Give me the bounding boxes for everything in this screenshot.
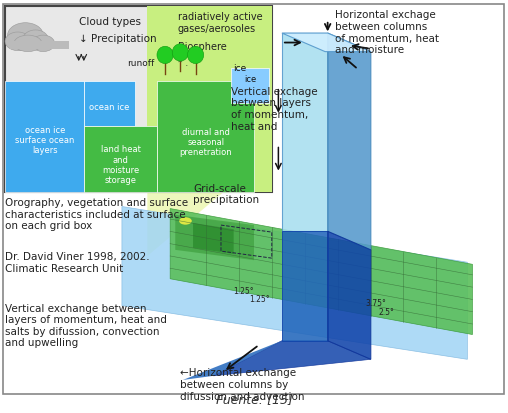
Bar [84, 126, 157, 192]
Polygon shape [213, 341, 371, 376]
Text: * .: * . [178, 59, 188, 68]
Text: ↓ Precipitation: ↓ Precipitation [79, 34, 156, 44]
Ellipse shape [157, 46, 173, 64]
Text: 1.25°: 1.25° [234, 287, 255, 296]
Text: 1.25°: 1.25° [249, 295, 270, 304]
Text: runoff: runoff [127, 59, 154, 68]
Bar [5, 6, 272, 192]
Text: Vertical exchange between
layers of momentum, heat and
salts by difussion, conve: Vertical exchange between layers of mome… [5, 304, 167, 348]
Polygon shape [122, 206, 467, 359]
Text: ocean ice
surface ocean
layers: ocean ice surface ocean layers [15, 126, 74, 155]
Text: Orography, vegetation and surface
characteristics included at surface
on each gr: Orography, vegetation and surface charac… [5, 198, 188, 231]
Text: radiatively active
gases/aerosoles: radiatively active gases/aerosoles [178, 12, 263, 34]
Text: 3.75°: 3.75° [366, 299, 387, 309]
Polygon shape [193, 223, 234, 254]
Ellipse shape [23, 30, 48, 49]
Polygon shape [328, 33, 371, 250]
Text: Dr. David Viner 1998, 2002.
Climatic Research Unit: Dr. David Viner 1998, 2002. Climatic Res… [5, 252, 150, 273]
Bar [231, 68, 269, 103]
Text: ocean ice: ocean ice [89, 103, 130, 112]
Polygon shape [282, 33, 371, 52]
Text: land heat
and
moisture
storage: land heat and moisture storage [101, 145, 141, 185]
Ellipse shape [187, 46, 204, 64]
Text: Grid-scale
precipitation: Grid-scale precipitation [193, 184, 259, 205]
Polygon shape [147, 6, 272, 192]
Polygon shape [328, 231, 371, 359]
Ellipse shape [5, 32, 30, 51]
Text: Vertical exchage
between layers
of momentum,
heat and: Vertical exchage between layers of momen… [231, 87, 318, 131]
Text: Horizontal exchage
between columns
of momentum, heat
and moisture: Horizontal exchage between columns of mo… [335, 10, 439, 55]
Polygon shape [147, 192, 224, 256]
Text: ice: ice [244, 75, 256, 84]
Polygon shape [282, 33, 328, 231]
Ellipse shape [31, 35, 55, 52]
Ellipse shape [14, 35, 42, 52]
Bar [10, 41, 69, 49]
Text: 2.5°: 2.5° [378, 308, 394, 317]
Polygon shape [175, 215, 254, 260]
Text: ice: ice [233, 64, 246, 73]
Polygon shape [282, 231, 328, 341]
Ellipse shape [8, 23, 43, 47]
Bar [147, 6, 272, 192]
Polygon shape [170, 209, 472, 335]
Text: diurnal and
seasonal
prenetration: diurnal and seasonal prenetration [179, 128, 232, 157]
Text: Fuente: [15]: Fuente: [15] [215, 393, 293, 406]
Polygon shape [183, 341, 282, 380]
Bar [84, 81, 135, 126]
Ellipse shape [179, 217, 192, 225]
Text: ←Horizontal exchange
between columns by
difussion and advection: ←Horizontal exchange between columns by … [180, 368, 305, 401]
Bar [157, 81, 254, 192]
Text: Biosphere: Biosphere [178, 42, 227, 52]
Bar [5, 81, 84, 192]
Text: Cloud types: Cloud types [79, 17, 141, 27]
Ellipse shape [172, 44, 188, 61]
